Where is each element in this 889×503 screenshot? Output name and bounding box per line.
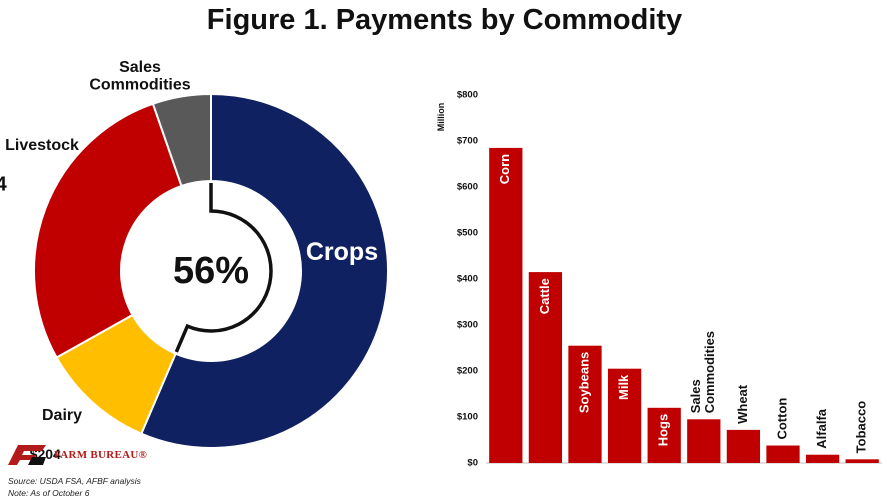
- bar-label-milk: Milk: [616, 374, 631, 400]
- donut-name-label-livestock: Livestock: [5, 137, 79, 154]
- bar-label-cattle: Cattle: [537, 278, 552, 314]
- bar-label-sales-commodities: Sales Commodities: [688, 331, 717, 413]
- bar-label-corn: Corn: [497, 154, 512, 184]
- donut-name-label-dairy: Dairy: [42, 407, 82, 424]
- donut-center-label: 56%: [173, 250, 249, 292]
- crops-share-bracket: [174, 183, 273, 353]
- y-tick-label: $600: [457, 182, 478, 193]
- bar-label-wheat: Wheat: [735, 384, 750, 424]
- chart-title: Figure 1. Payments by Commodity: [206, 4, 683, 36]
- bar-cotton: [766, 445, 800, 463]
- svg-text:Cotton: Cotton: [774, 398, 789, 440]
- svg-text:Soybeans: Soybeans: [576, 352, 591, 413]
- y-axis-label: Million: [436, 103, 446, 132]
- bar-sales-commodities: [687, 419, 721, 463]
- farm-bureau-logo: FARM BUREAU®: [6, 443, 147, 467]
- svg-text:Sales: Sales: [688, 379, 703, 413]
- bar-soybeans: [568, 345, 602, 463]
- farm-bureau-logo-text: FARM BUREAU®: [54, 449, 148, 461]
- bar-hogs: [647, 407, 681, 463]
- svg-text:Cattle: Cattle: [537, 278, 552, 314]
- bar-label-soybeans: Soybeans: [576, 352, 591, 413]
- donut-center: [123, 183, 299, 359]
- bar-cattle: [528, 272, 563, 463]
- y-tick-label: $500: [457, 228, 478, 239]
- donut-slice-crops: [139, 92, 389, 449]
- svg-text:Milk: Milk: [616, 374, 631, 400]
- svg-text:Corn: Corn: [497, 154, 512, 184]
- donut-slice-sales-commodities: [151, 92, 212, 188]
- y-tick-label: $100: [457, 412, 478, 423]
- bar-wheat: [726, 429, 761, 463]
- bar-label-tobacco: Tobacco: [854, 401, 869, 454]
- svg-text:Commodities: Commodities: [702, 331, 717, 413]
- bar-tobacco: [845, 459, 879, 463]
- bar-label-hogs: Hogs: [656, 414, 671, 447]
- donut-name-label-crops: Crops: [306, 238, 378, 266]
- y-tick-label: $200: [457, 366, 478, 377]
- y-tick-label: $800: [457, 90, 478, 101]
- bar-alfalfa: [805, 454, 840, 463]
- farm-bureau-logo-icon: [8, 445, 46, 465]
- svg-text:Wheat: Wheat: [735, 384, 750, 424]
- svg-text:Hogs: Hogs: [656, 414, 671, 447]
- y-tick-label: $700: [457, 136, 478, 147]
- y-tick-label: $0: [467, 458, 478, 469]
- bar-label-cotton: Cotton: [774, 398, 789, 440]
- y-tick-label: $400: [457, 274, 478, 285]
- bar-corn: [489, 147, 523, 463]
- date-note: Note: As of October 6: [8, 488, 90, 498]
- donut-slice-livestock: [33, 102, 183, 359]
- donut-name-label-sales-commodities: Sales Commodities: [89, 59, 190, 94]
- svg-text:Alfalfa: Alfalfa: [814, 408, 829, 449]
- bar-label-alfalfa: Alfalfa: [814, 408, 829, 449]
- y-tick-label: $300: [457, 320, 478, 331]
- donut-chart: $1,104Crops$204Dairy$544Livestock$104Sal…: [0, 59, 389, 460]
- source-note: Source: USDA FSA, AFBF analysis: [8, 476, 141, 486]
- svg-text:Tobacco: Tobacco: [854, 401, 869, 454]
- bar-milk: [607, 368, 642, 463]
- bar-chart: Million $0 $100 $200 $300 $400 $500 $600 $700 $80…: [436, 90, 882, 469]
- donut-value-label-livestock: $544: [0, 173, 8, 195]
